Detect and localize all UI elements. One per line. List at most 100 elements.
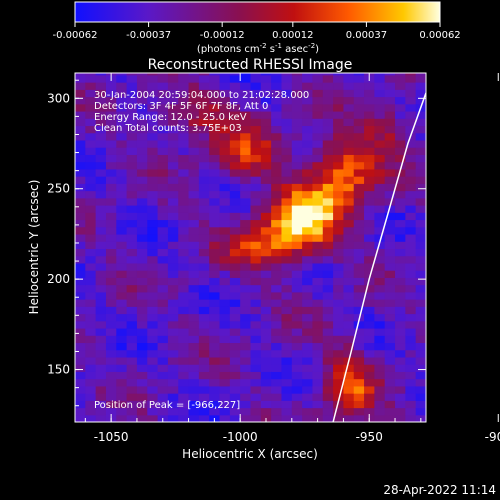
heatmap-cell <box>95 342 107 351</box>
heatmap-cell <box>374 183 386 192</box>
heatmap-cell <box>198 176 210 184</box>
heatmap-cell <box>312 335 324 344</box>
heatmap-cell <box>395 190 406 199</box>
heatmap-cell <box>157 393 169 401</box>
heatmap-cell <box>384 82 396 90</box>
heatmap-cell <box>353 385 365 394</box>
heatmap-cell <box>395 291 406 300</box>
heatmap-cell <box>136 378 148 387</box>
colorbar-tick-label: 0.00037 <box>346 30 387 41</box>
heatmap-cell <box>126 82 138 90</box>
heatmap-cell <box>333 270 345 278</box>
heatmap-cell <box>260 154 272 163</box>
heatmap-cell <box>157 356 169 365</box>
heatmap-cell <box>364 132 375 141</box>
heatmap-cell <box>157 335 169 344</box>
heatmap-cell <box>188 306 200 315</box>
heatmap-cell <box>178 349 190 358</box>
heatmap-cell <box>405 400 417 409</box>
heatmap-cell <box>136 393 148 401</box>
heatmap-cell <box>219 233 231 242</box>
heatmap-cell <box>126 241 138 250</box>
heatmap-cell <box>198 335 210 344</box>
heatmap-cell <box>167 110 179 119</box>
heatmap-cell <box>126 291 138 300</box>
heatmap-cell <box>250 385 262 394</box>
heatmap-cell <box>167 349 179 358</box>
heatmap-cell <box>291 226 303 235</box>
heatmap-cell <box>322 385 334 394</box>
heatmap-cell <box>291 89 303 98</box>
heatmap-cell <box>229 96 241 105</box>
heatmap-cell <box>405 248 417 257</box>
heatmap-cell <box>105 299 117 307</box>
heatmap-cell <box>147 82 159 90</box>
heatmap-cell <box>147 197 159 206</box>
heatmap-cell <box>291 327 303 336</box>
heatmap-cell <box>271 125 283 134</box>
heatmap-cell <box>271 255 283 264</box>
heatmap-cell <box>333 364 345 372</box>
heatmap-cell <box>75 241 86 250</box>
heatmap-cell <box>188 190 200 199</box>
heatmap-cell <box>405 96 417 105</box>
heatmap-cell <box>312 248 324 257</box>
heatmap-cell <box>209 233 221 242</box>
heatmap-cell <box>333 168 345 177</box>
heatmap-cell <box>136 110 148 119</box>
heatmap-cell <box>415 154 426 163</box>
heatmap-cell <box>126 277 138 286</box>
heatmap-cell <box>322 291 334 300</box>
heatmap-cell <box>75 327 86 336</box>
heatmap-cell <box>126 168 138 177</box>
heatmap-cell <box>126 320 138 329</box>
heatmap-cell <box>136 248 148 257</box>
heatmap-cell <box>312 241 324 250</box>
heatmap-cell <box>364 327 375 336</box>
heatmap-cell <box>229 125 241 134</box>
heatmap-cell <box>364 270 375 278</box>
heatmap-cell <box>333 248 345 257</box>
heatmap-cell <box>157 320 169 329</box>
timestamp: 28-Apr-2022 11:14 <box>383 483 496 497</box>
heatmap-cell <box>178 393 190 401</box>
heatmap-cell <box>157 277 169 286</box>
heatmap-cell <box>229 262 241 271</box>
heatmap-cell <box>374 219 386 228</box>
heatmap-cell <box>322 118 334 127</box>
heatmap-cell <box>384 161 396 170</box>
heatmap-cell <box>281 356 293 365</box>
heatmap-cell <box>322 270 334 278</box>
heatmap-cell <box>126 183 138 192</box>
heatmap-cell <box>364 277 375 286</box>
heatmap-cell <box>157 342 169 351</box>
heatmap-cell <box>364 299 375 307</box>
heatmap-cell <box>281 313 293 322</box>
heatmap-cell <box>209 270 221 278</box>
heatmap-cell <box>291 262 303 271</box>
heatmap-cell <box>136 176 148 184</box>
heatmap-cell <box>95 147 107 155</box>
heatmap-cell <box>343 320 355 329</box>
heatmap-cell <box>302 139 314 148</box>
heatmap-cell <box>219 327 231 336</box>
heatmap-cell <box>415 378 426 387</box>
heatmap-cell <box>405 205 417 213</box>
heatmap-cell <box>229 356 241 365</box>
heatmap-cell <box>250 190 262 199</box>
heatmap-cell <box>188 407 200 416</box>
heatmap-cell <box>312 161 324 170</box>
heatmap-cell <box>75 74 86 83</box>
heatmap-cell <box>147 270 159 278</box>
heatmap-cell <box>281 132 293 141</box>
heatmap-cell <box>364 139 375 148</box>
heatmap-cell <box>250 306 262 315</box>
heatmap-cell <box>260 291 272 300</box>
heatmap-cell <box>147 393 159 401</box>
heatmap-cell <box>105 197 117 206</box>
heatmap-cell <box>219 139 231 148</box>
heatmap-cell <box>188 197 200 206</box>
heatmap-cell <box>322 378 334 387</box>
heatmap-cell <box>250 89 262 98</box>
colorbar: -0.00062 -0.00037 -0.00012 0.00012 0.00037 0.… <box>53 1 461 55</box>
